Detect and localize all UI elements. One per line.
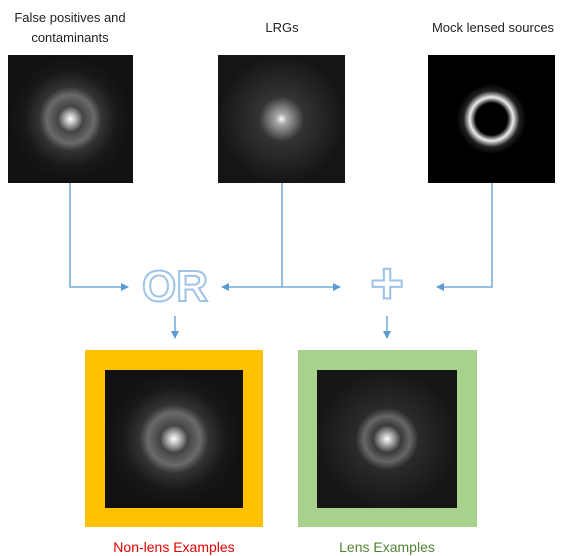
- plus-operator: +: [370, 251, 404, 316]
- source-label: LRGs: [265, 20, 299, 35]
- arrow: [436, 183, 493, 291]
- output-label: Non-lens Examples: [113, 539, 234, 555]
- source-label: False positives and: [14, 10, 125, 25]
- galaxy-image: [8, 55, 133, 183]
- source-label: contaminants: [31, 30, 109, 45]
- output-label: Lens Examples: [339, 539, 435, 555]
- arrow: [69, 183, 129, 291]
- or-operator: OR: [142, 262, 208, 311]
- lensed-source-image: [428, 55, 555, 183]
- lrg-image: [218, 55, 345, 183]
- lens-image: [317, 370, 457, 508]
- source-label: Mock lensed sources: [432, 20, 555, 35]
- non-lens-image: [105, 370, 243, 508]
